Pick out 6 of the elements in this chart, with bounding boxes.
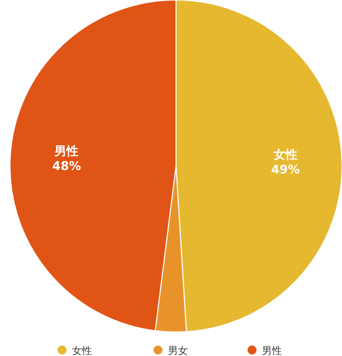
- slice-label: 男性: [54, 144, 79, 158]
- slice-label: 女性: [272, 148, 298, 162]
- legend-label: 男性: [262, 345, 282, 356]
- legend-label: 男女: [168, 345, 188, 356]
- data-label: 48%: [52, 159, 82, 174]
- data-label: 49%: [271, 162, 300, 177]
